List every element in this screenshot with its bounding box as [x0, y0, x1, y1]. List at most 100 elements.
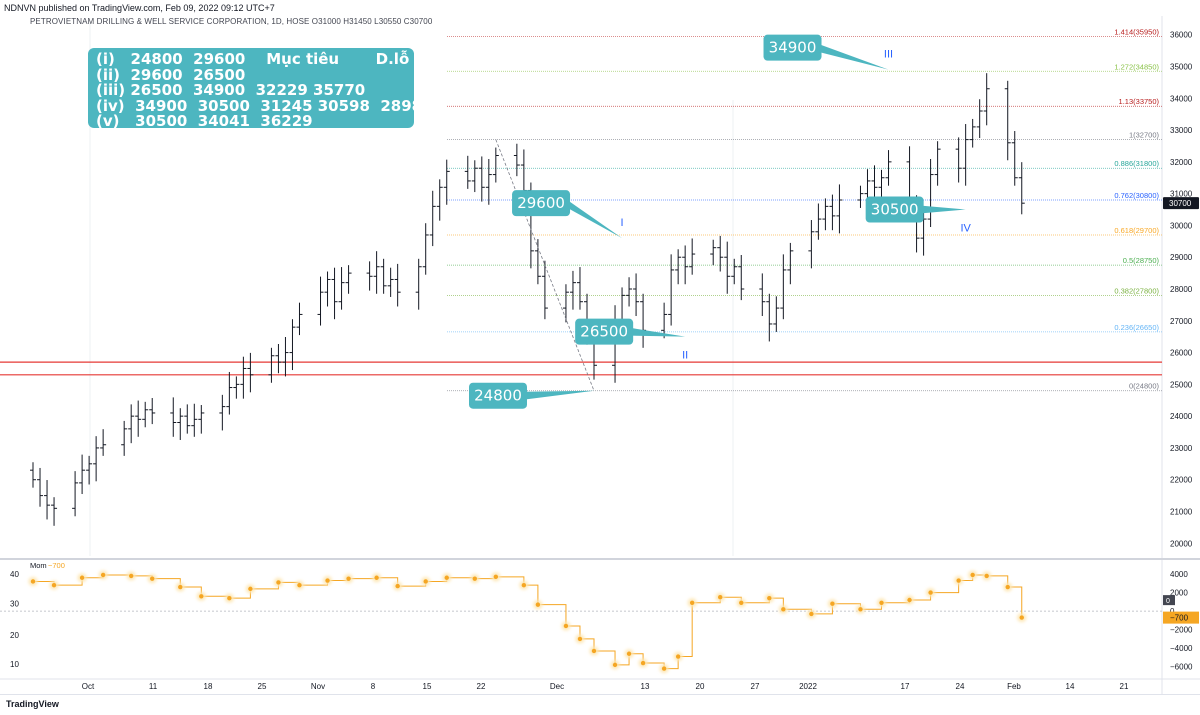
momentum-point	[612, 662, 618, 668]
momentum-point	[879, 600, 884, 605]
callout-pointer	[523, 390, 594, 400]
price-tick-label: 20000	[1170, 539, 1193, 548]
time-tick-label: 2022	[799, 682, 817, 691]
time-tick-label: 14	[1066, 682, 1075, 691]
callout-pointer	[919, 205, 966, 214]
momentum-point	[675, 654, 681, 659]
momentum-title: Mom	[30, 561, 47, 570]
price-axis: 20000 21000 22000 23000 24000 25000 26000 27000…	[1163, 31, 1199, 548]
time-tick-label: 18	[204, 682, 213, 691]
momentum-point	[591, 648, 597, 654]
time-tick-label: 8	[371, 682, 376, 691]
publisher-text: NDNVN published on TradingView.com, Feb …	[4, 3, 275, 13]
momentum-point	[79, 575, 85, 580]
price-callout-label: 30500	[871, 201, 919, 219]
momentum-left-tick: 10	[10, 660, 19, 669]
momentum-point	[346, 576, 351, 581]
time-tick-label: Nov	[311, 682, 325, 691]
price-tick-label: 22000	[1170, 476, 1193, 485]
wave-label: I	[621, 217, 624, 229]
momentum-point	[374, 575, 379, 580]
callout-layer: 24800 29600 I 26500 II 34900 III 30500 IV	[469, 34, 972, 409]
momentum-point	[297, 582, 302, 588]
momentum-point	[276, 580, 281, 585]
time-tick-label: 11	[149, 682, 158, 691]
momentum-point	[1019, 615, 1024, 620]
price-tick-label: 21000	[1170, 508, 1193, 517]
fib-level-label: 1(32700)	[1129, 131, 1160, 140]
price-tick-label: 36000	[1170, 31, 1193, 40]
publisher-header: NDNVN published on TradingView.com, Feb …	[0, 0, 1200, 16]
price-tick-label: 29000	[1170, 253, 1193, 262]
time-tick-label: 20	[696, 682, 705, 691]
wave-row-i: (i) 24800 29600 Mục tiêu D.lỗ	[96, 50, 410, 68]
momentum-right-tick: −2000	[1170, 626, 1193, 635]
last-price-label: 30700	[1169, 199, 1192, 208]
price-tick-label: 24000	[1170, 412, 1193, 421]
momentum-point	[970, 572, 975, 578]
fib-level-label: 0.236(26650)	[1114, 323, 1159, 332]
fib-level-label: 0.886(31800)	[1114, 159, 1159, 168]
wave-row-iv: (iv) 34900 30500 31245 30598 28986	[96, 96, 433, 115]
momentum-last-marker	[1163, 611, 1199, 624]
price-callout	[575, 318, 634, 345]
momentum-point	[444, 575, 449, 580]
momentum-last-label: −700	[1170, 614, 1189, 623]
momentum-point	[100, 572, 106, 578]
momentum-point	[577, 636, 583, 642]
price-bars	[30, 73, 1025, 526]
momentum-point	[984, 573, 989, 579]
price-tick-label: 33000	[1170, 126, 1193, 135]
price-callout	[865, 196, 924, 223]
price-tick-label: 27000	[1170, 317, 1193, 326]
fib-layer: 1.414(35950) 1.272(34850) 1.13(33750) 1(327…	[447, 27, 1162, 392]
price-tick-label: 26000	[1170, 349, 1193, 358]
momentum-point	[521, 582, 527, 588]
price-tick-label: 34000	[1170, 94, 1193, 103]
momentum-point	[535, 602, 541, 607]
momentum-point	[493, 574, 499, 580]
wave-label: IV	[960, 223, 971, 235]
time-tick-label: 25	[258, 682, 267, 691]
wave-row-ii: (ii) 29600 26500	[96, 65, 246, 84]
momentum-right-tick: −6000	[1170, 663, 1193, 672]
time-tick-label: 22	[477, 682, 486, 691]
time-tick-label: 15	[423, 682, 432, 691]
fib-level-label: 0.5(28750)	[1123, 256, 1160, 265]
fib-level-label: 0.762(30800)	[1114, 191, 1159, 200]
momentum-point	[907, 597, 912, 603]
momentum-point	[718, 595, 723, 600]
momentum-point	[423, 579, 428, 584]
momentum-point	[51, 582, 57, 588]
momentum-point	[956, 578, 961, 583]
momentum-point	[626, 651, 632, 656]
momentum-point	[150, 576, 155, 581]
price-callout	[512, 190, 571, 217]
momentum-point	[178, 584, 183, 590]
time-tick-label: 24	[956, 682, 965, 691]
fib-level-label: 1.13(33750)	[1119, 97, 1160, 106]
wave-row-v: (v) 30500 34041 36229	[96, 112, 313, 130]
wave-label: II	[682, 350, 688, 362]
callout-pointer	[566, 199, 623, 239]
price-callout-label: 34900	[769, 39, 817, 57]
price-tick-label: 28000	[1170, 285, 1193, 294]
momentum-right-tick: 2000	[1170, 589, 1188, 598]
momentum-left-tick: 20	[10, 631, 19, 640]
price-callout	[469, 382, 527, 409]
momentum-point	[661, 666, 667, 671]
momentum-point	[472, 576, 477, 581]
wave-row-iii: (iii) 26500 34900 32229 35770	[96, 81, 366, 99]
grid-layer	[0, 16, 1200, 694]
momentum-point	[739, 600, 744, 605]
time-axis: Oct 11 18 25 Nov 8 15 22 Dec 13 20 27 2022 17 24 Feb 14 2…	[82, 682, 1129, 691]
wave-targets-table: (i) 24800 29600 Mục tiêu D.lỗ (ii) 29600…	[88, 48, 433, 130]
price-callout	[763, 34, 822, 61]
callout-pointer	[817, 43, 889, 70]
momentum-point	[767, 595, 772, 601]
momentum-left-tick: 30	[10, 600, 19, 609]
momentum-point	[248, 586, 253, 592]
momentum-point	[395, 583, 400, 589]
price-tick-label: 23000	[1170, 444, 1193, 453]
momentum-point	[1005, 584, 1010, 590]
